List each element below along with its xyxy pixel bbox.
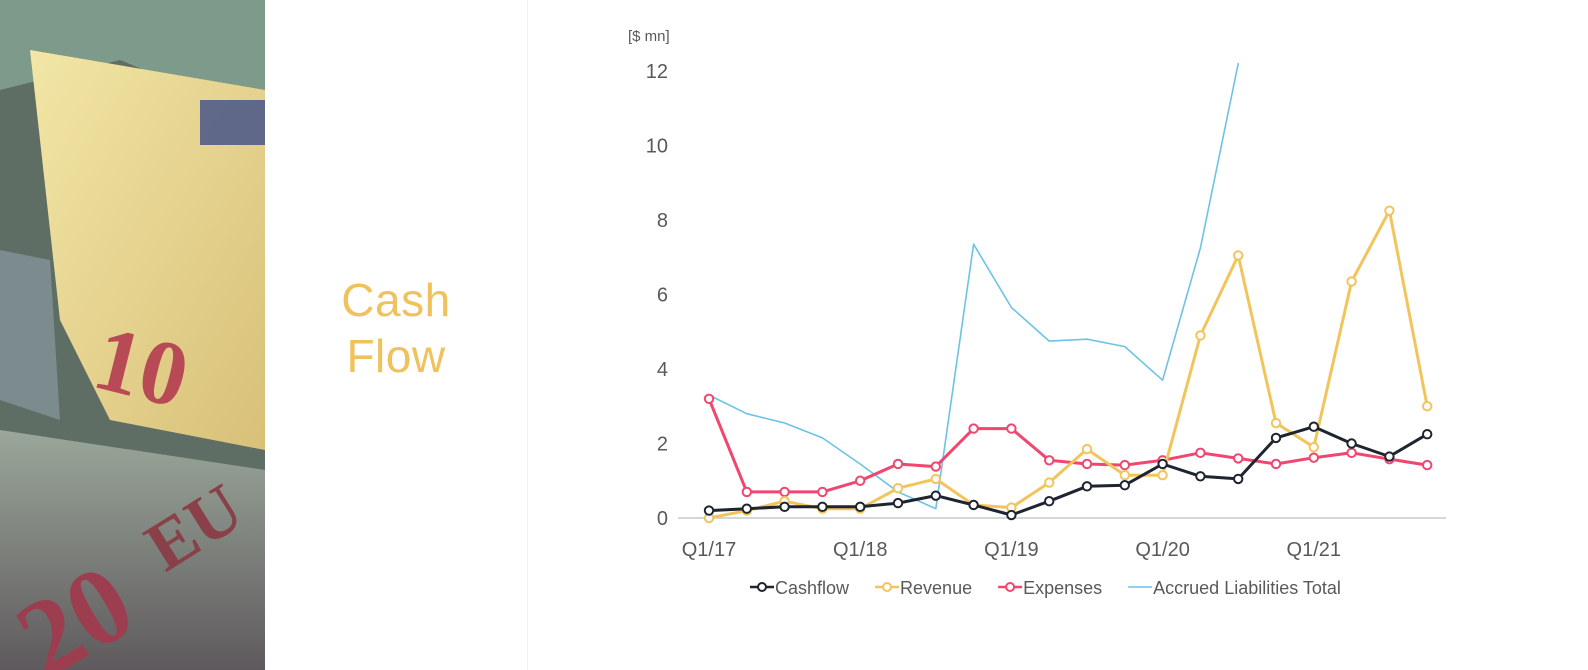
revenue-point [892,483,904,494]
expenses-point [892,458,904,470]
expenses-point [1006,423,1017,434]
slide-title: Cash Flow [265,272,527,384]
expenses-point [1308,452,1319,463]
y-tick-label: 10 [646,136,668,158]
x-tick-label: Q1/18 [833,539,887,561]
title-panel: Cash Flow [265,0,527,670]
expenses-point [817,486,828,498]
revenue-point [1270,417,1282,429]
cashflow-point [968,499,979,511]
legend-label: Cashflow [775,578,850,598]
legend-label: Accrued Liabilities Total [1153,578,1341,598]
cashflow-point [1384,451,1395,462]
cashflow-point [817,501,828,513]
expenses-point [1346,447,1357,459]
cashflow-point [741,503,753,514]
revenue-point [1384,205,1395,216]
revenue-point [1081,443,1093,455]
y-tick-label: 4 [657,359,668,381]
cashflow-point [1044,496,1055,507]
legend-item-accrued-liabilities-total: Accrued Liabilities Total [1128,578,1341,598]
x-tick-label: Q1/17 [682,539,736,561]
expenses-point [930,461,941,472]
cashflow-point [1119,480,1130,491]
expenses-point [1044,455,1055,466]
series-layer [703,62,1433,524]
y-tick-label: 0 [657,508,668,530]
accrued-liabilities-total-line [708,62,1240,510]
expenses-point [703,393,715,404]
legend-label: Revenue [900,578,972,598]
cashflow-point [1157,458,1168,470]
revenue-point [1422,401,1433,412]
series-revenue [703,205,1433,524]
cashflow-point [1081,481,1093,492]
revenue-point [930,473,941,485]
cashflow-point [930,490,941,501]
cashflow-point [1308,421,1319,432]
cashflow-point [703,505,715,516]
cashflow-point [1422,428,1433,440]
expenses-point [968,423,979,434]
revenue-point [1119,469,1130,481]
legend-item-expenses: Expenses [998,578,1102,598]
expenses-point [779,486,790,498]
cashflow-point [1270,432,1282,444]
y-unit-label: [$ mn] [628,28,670,45]
y-tick-label: 6 [657,285,668,307]
revenue-point [1157,469,1168,481]
expenses-point [855,475,866,486]
revenue-point [1195,330,1206,341]
legend-marker [757,582,767,592]
expenses-point [741,486,753,498]
cashflow-point [1006,509,1017,521]
cashflow-point [1233,473,1244,485]
slide-title-line-2: Flow [346,330,446,382]
x-axis-ticks: Q1/17 Q1/18 Q1/19 Q1/20 Q1/21 [682,539,1341,561]
x-tick-label: Q1/19 [984,539,1038,561]
euro-banknotes-photo: 10 EU 20 [0,0,265,670]
cashflow-point [1346,438,1357,449]
legend-item-revenue: Revenue [875,578,972,598]
cashflow-point [779,501,790,513]
x-tick-label: Q1/21 [1287,539,1341,561]
cashflow-point [855,501,866,513]
expenses-point [1422,459,1433,471]
banknotes-illustration: 10 EU 20 [0,0,265,670]
chart-legend: Cashflow Revenue Expenses Accrued Liabiliti… [750,578,1341,598]
slide-title-line-1: Cash [341,274,451,326]
legend-marker [882,582,893,592]
series-cashflow [703,421,1433,521]
x-tick-label: Q1/20 [1135,539,1189,561]
revenue-line [707,209,1429,520]
expenses-line [707,397,1429,494]
revenue-point [1308,442,1319,453]
revenue-point [1346,276,1357,287]
expenses-point [1270,458,1282,470]
legend-label: Expenses [1023,578,1102,598]
expenses-point [1081,458,1093,470]
cashflow-line [707,425,1429,517]
cashflow-point [892,497,904,509]
revenue-point [1233,250,1244,261]
series-expenses [703,393,1433,498]
expenses-point [1233,453,1244,464]
expenses-point [1195,447,1206,459]
expenses-point [1119,459,1130,471]
y-tick-label: 8 [657,210,668,232]
legend-marker [1005,582,1016,592]
y-axis-ticks: 0 2 4 6 8 10 12 [646,61,668,530]
legend-item-cashflow: Cashflow [750,578,850,598]
series-accrued-liabilities-total [708,62,1240,510]
y-tick-label: 2 [657,434,668,456]
y-tick-label: 12 [646,61,668,83]
panel-divider [527,0,528,670]
revenue-point [1044,477,1055,488]
cashflow-point [1195,471,1206,482]
